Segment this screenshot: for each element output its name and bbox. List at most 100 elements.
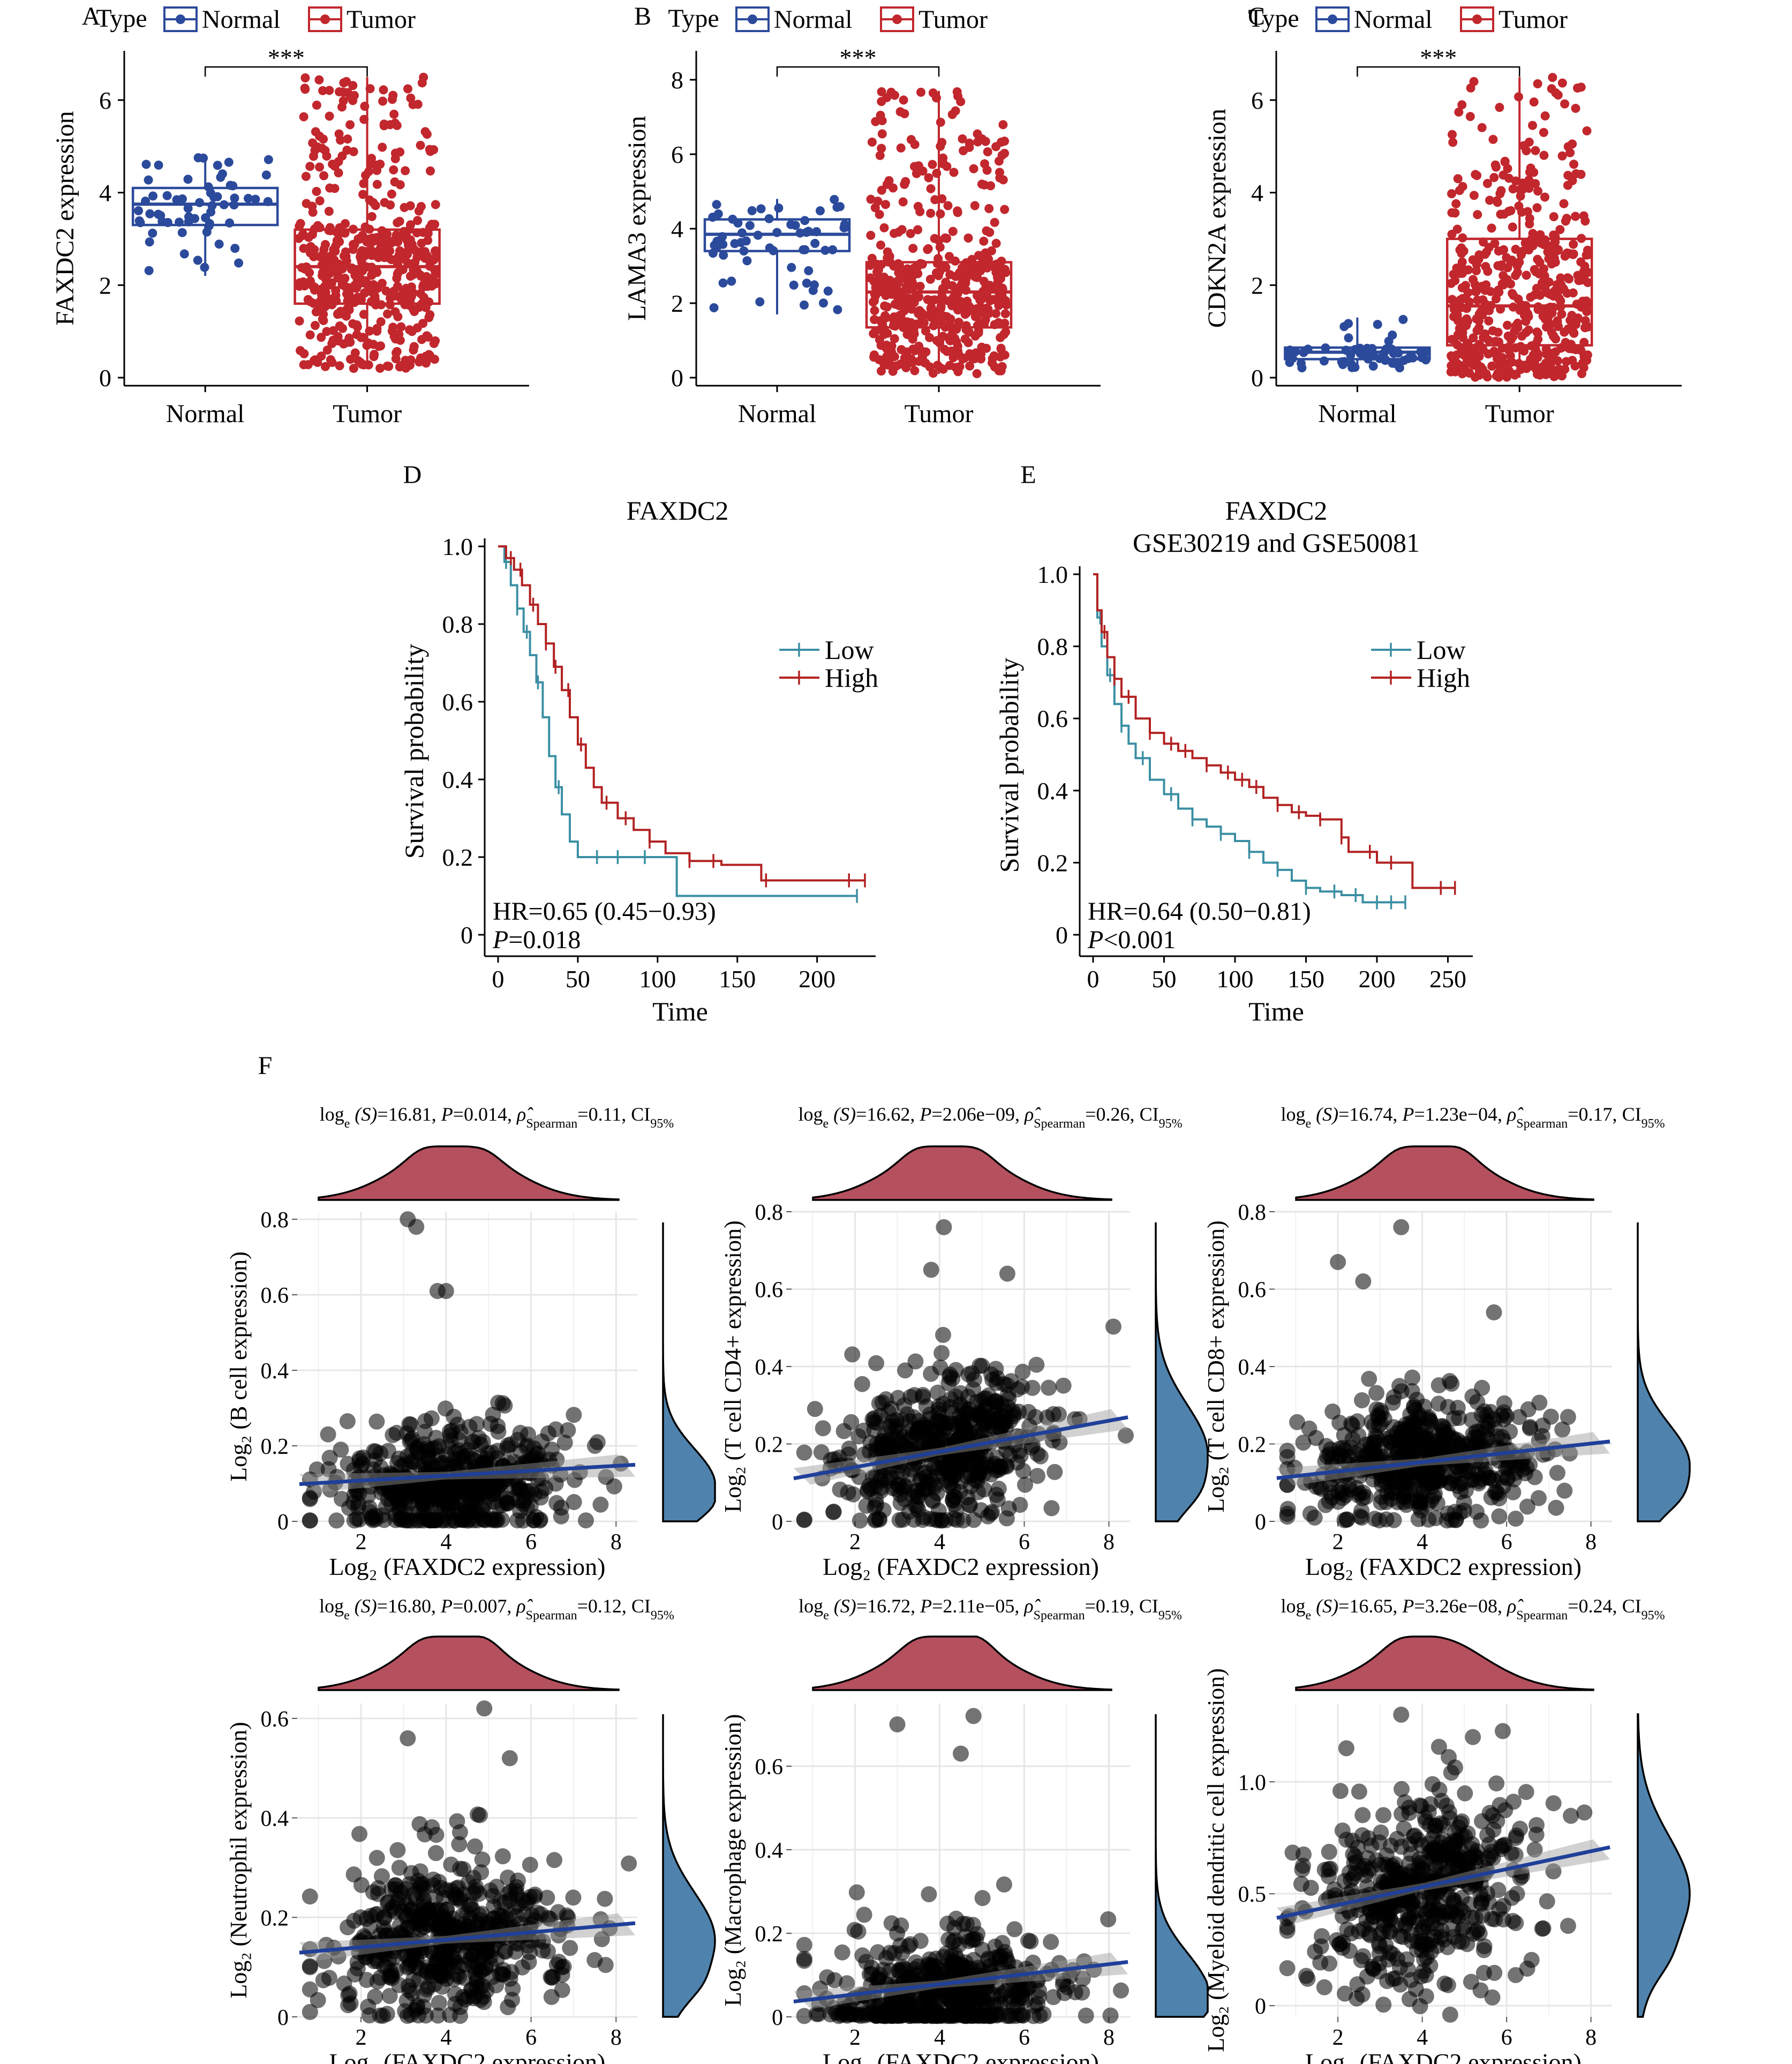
data-point bbox=[1279, 1448, 1296, 1465]
data-point bbox=[311, 307, 321, 317]
data-point bbox=[424, 313, 434, 322]
data-point bbox=[969, 1926, 985, 1942]
data-point bbox=[1472, 287, 1481, 296]
km-panel-d: 00.20.40.60.81.00 50 100 150 200TimeSurvival… bbox=[399, 496, 878, 1026]
data-point bbox=[774, 203, 784, 213]
data-point bbox=[940, 1460, 957, 1477]
data-point bbox=[193, 153, 203, 162]
data-point bbox=[312, 142, 322, 152]
data-point bbox=[1455, 361, 1465, 370]
data-point bbox=[430, 246, 440, 256]
data-point bbox=[1533, 186, 1542, 196]
data-point bbox=[955, 362, 965, 371]
y-axis-label: Log₂ (Neutrophil expression) bbox=[225, 1722, 252, 1998]
data-point bbox=[1302, 1505, 1319, 1522]
data-point bbox=[915, 1387, 931, 1403]
y-tick-label: 0 bbox=[1255, 1994, 1266, 2019]
data-point bbox=[1473, 210, 1482, 220]
data-point bbox=[183, 204, 193, 213]
data-point bbox=[1535, 258, 1545, 267]
panel-label-d: D bbox=[403, 461, 422, 489]
data-point bbox=[1504, 207, 1514, 216]
data-point bbox=[375, 2008, 391, 2024]
x-tick-label: 2 bbox=[356, 1530, 367, 1555]
data-point bbox=[533, 1470, 549, 1487]
data-point bbox=[383, 309, 392, 319]
data-point bbox=[879, 223, 889, 232]
data-point bbox=[1457, 283, 1467, 292]
data-point bbox=[850, 1923, 867, 1940]
p-value: =0.018 bbox=[508, 926, 581, 954]
data-point bbox=[1453, 174, 1463, 184]
data-point bbox=[991, 309, 1000, 318]
data-point bbox=[963, 1457, 980, 1474]
data-point bbox=[946, 331, 956, 340]
data-point bbox=[424, 1441, 440, 1458]
data-point bbox=[1337, 1452, 1353, 1468]
stats-token: =0.007, bbox=[453, 1595, 516, 1617]
data-point bbox=[1525, 167, 1534, 177]
data-point bbox=[1571, 212, 1580, 221]
data-point bbox=[1041, 1379, 1057, 1396]
data-point bbox=[1023, 1439, 1040, 1456]
data-point bbox=[1548, 1499, 1564, 1516]
x-tick-label: 150 bbox=[1287, 965, 1324, 993]
data-point bbox=[895, 107, 905, 117]
data-point bbox=[1001, 268, 1011, 277]
data-point bbox=[924, 173, 933, 183]
data-point bbox=[1552, 280, 1562, 289]
data-point bbox=[1546, 290, 1555, 299]
data-point bbox=[996, 1876, 1012, 1893]
data-point bbox=[1471, 1473, 1487, 1489]
data-point bbox=[302, 1888, 318, 1905]
data-point bbox=[1500, 156, 1510, 166]
data-point bbox=[1012, 2007, 1028, 2023]
data-point bbox=[908, 244, 918, 253]
data-point bbox=[1480, 250, 1490, 259]
stats-token: =0.014, bbox=[453, 1104, 517, 1125]
data-point bbox=[1560, 99, 1570, 109]
data-point bbox=[970, 201, 980, 211]
data-point bbox=[1522, 271, 1531, 280]
data-point bbox=[1489, 172, 1499, 182]
data-point bbox=[1507, 357, 1517, 367]
data-point bbox=[1491, 1508, 1508, 1525]
legend-label: Low bbox=[1417, 635, 1466, 665]
data-point bbox=[1455, 245, 1465, 255]
data-point bbox=[907, 304, 916, 314]
x-tick-label: 2 bbox=[1332, 1530, 1344, 1555]
data-point bbox=[1479, 1407, 1495, 1423]
data-point bbox=[799, 245, 808, 254]
data-point bbox=[335, 87, 344, 96]
data-point bbox=[334, 168, 343, 178]
x-tick-label: 8 bbox=[1585, 2025, 1597, 2050]
data-point bbox=[358, 190, 368, 199]
data-point bbox=[400, 1730, 416, 1746]
data-point bbox=[834, 1944, 850, 1961]
x-tick-label: Normal bbox=[1318, 400, 1397, 428]
data-point bbox=[847, 2006, 864, 2023]
data-point bbox=[954, 268, 964, 277]
data-point bbox=[1472, 171, 1482, 181]
data-point bbox=[1511, 244, 1520, 254]
data-point bbox=[862, 1435, 879, 1451]
data-point bbox=[409, 305, 418, 314]
data-point bbox=[145, 237, 154, 247]
data-point bbox=[936, 304, 946, 313]
data-point bbox=[1439, 1512, 1455, 1529]
data-point bbox=[1420, 1511, 1437, 1528]
data-point bbox=[416, 289, 425, 298]
stats-token: P bbox=[1402, 1104, 1414, 1125]
data-point bbox=[1289, 1414, 1305, 1430]
data-point bbox=[1000, 309, 1010, 319]
data-point bbox=[938, 158, 948, 168]
data-point bbox=[317, 333, 326, 342]
data-point bbox=[1031, 2008, 1048, 2024]
data-point bbox=[401, 1952, 418, 1968]
x-axis-label: Log₂ (FAXDC2 expression) bbox=[823, 1553, 1099, 1580]
y-tick-label: 0 bbox=[277, 2006, 289, 2030]
y-tick-label: 2 bbox=[671, 290, 683, 317]
data-point bbox=[1499, 170, 1508, 180]
y-tick-label: 0.8 bbox=[261, 1208, 289, 1233]
